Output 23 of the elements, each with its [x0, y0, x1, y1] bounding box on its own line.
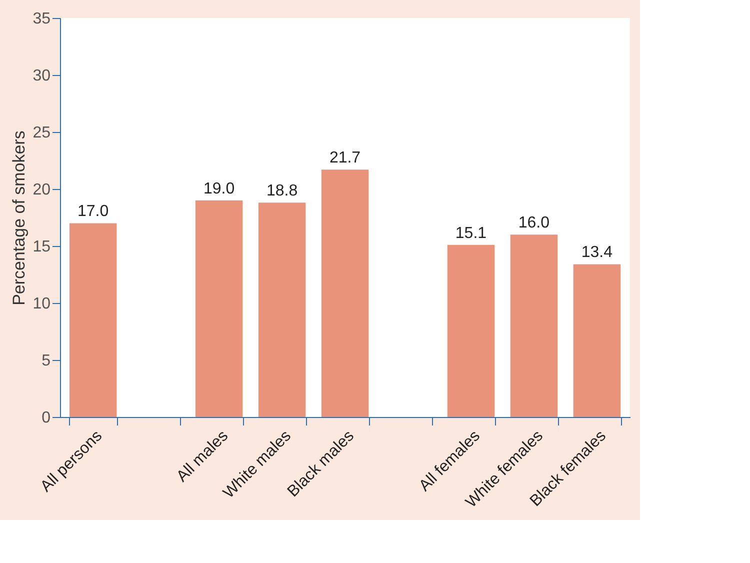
y-tick-label: 35 [32, 10, 51, 28]
data-label: 19.0 [203, 180, 235, 198]
y-tick-label: 25 [32, 124, 51, 142]
y-tick-label: 20 [32, 182, 51, 198]
bar [321, 170, 369, 417]
bar [195, 200, 243, 417]
bar [573, 264, 621, 417]
bar [510, 234, 558, 417]
data-label: 13.4 [581, 244, 613, 262]
bar [447, 244, 495, 417]
data-label: 17.0 [77, 203, 109, 220]
y-tick-label: 15 [32, 238, 51, 256]
data-label: 21.7 [329, 150, 361, 167]
data-label: 18.8 [266, 182, 298, 200]
y-axis-title: Percentage of smokers [10, 130, 29, 306]
y-tick-label: 30 [32, 68, 51, 84]
y-tick-label: 10 [32, 296, 51, 312]
bar [258, 202, 306, 417]
data-label: 16.0 [518, 214, 550, 232]
y-tick-label: 0 [42, 410, 51, 426]
bar [69, 223, 117, 417]
data-label: 15.1 [455, 224, 487, 242]
y-tick-label: 5 [42, 352, 51, 370]
